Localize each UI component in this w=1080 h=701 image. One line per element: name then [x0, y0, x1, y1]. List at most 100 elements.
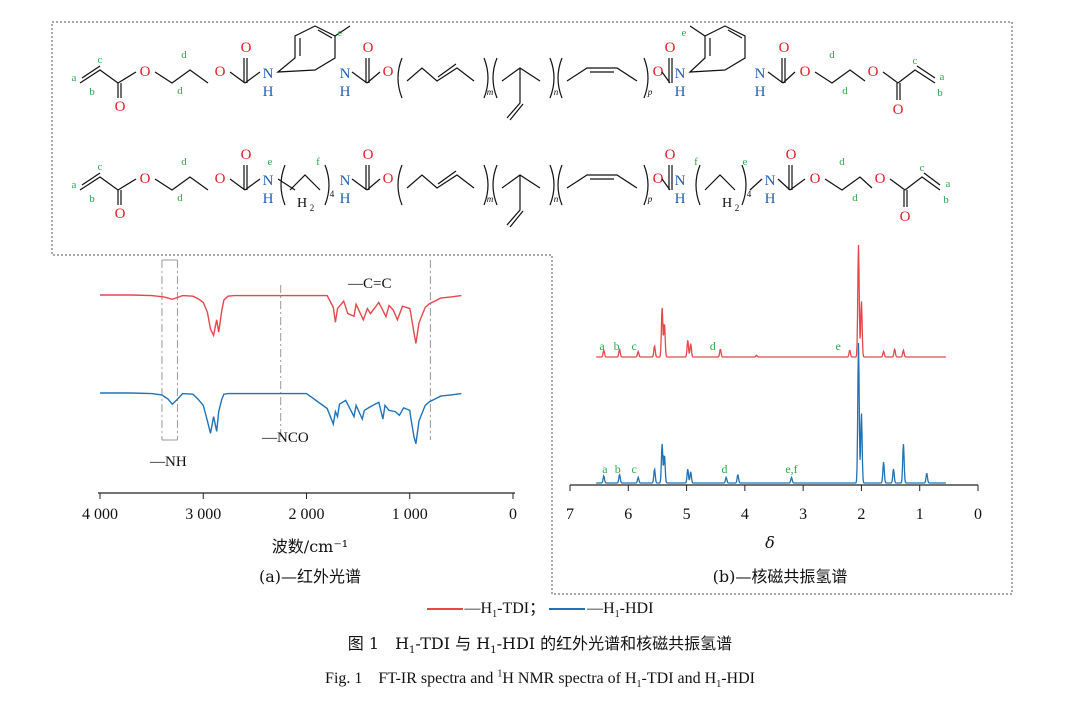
nmr-peak-label-hdi: c [631, 462, 636, 476]
carbonyl-o: O [115, 99, 126, 115]
nitrogen: N [263, 66, 274, 82]
h2-label: H [722, 196, 732, 211]
nmr-peak-label-tdi: a [599, 339, 605, 353]
carbonyl-o: O [900, 209, 911, 225]
pb-top-vinyl [492, 57, 555, 121]
nitrogen: N [263, 173, 274, 189]
label-d: d [839, 156, 845, 168]
label-c: c [98, 161, 103, 173]
label-d: d [852, 192, 858, 204]
nmr-peak-label-tdi: c [631, 339, 636, 353]
ethylene-bonds [824, 176, 873, 191]
nh-label: —NH [149, 454, 187, 470]
label-b: b [89, 193, 95, 205]
urethane-bonds [351, 58, 381, 84]
hydrogen: H [340, 84, 351, 100]
nitrogen: N [675, 66, 686, 82]
carbonyl-o: O [665, 40, 676, 56]
nitrogen: N [340, 66, 351, 82]
ester-bonds [117, 178, 137, 205]
ester-bonds [117, 71, 137, 98]
label-d: d [177, 192, 183, 204]
ethylene-bonds [814, 69, 866, 84]
benzene-ring [276, 25, 336, 73]
x-tick-label: 2 000 [289, 506, 325, 523]
x-tick-label: 3 [799, 506, 807, 523]
acrylate-bonds [889, 172, 941, 207]
pb-top-chain1 [406, 63, 475, 82]
pb-bottom-chain1 [406, 170, 475, 189]
label-a: a [72, 179, 77, 191]
nitrogen: N [675, 173, 686, 189]
nh-bracket [161, 259, 178, 441]
ester-o: O [140, 171, 151, 187]
urethane-bonds [229, 58, 261, 84]
urethane-carbonyl-o: O [241, 40, 252, 56]
pb-bottom-cis [557, 164, 649, 206]
bond [749, 178, 763, 191]
label-e: e [743, 156, 748, 168]
ethylene-bonds [154, 176, 209, 191]
urethane-o: O [215, 64, 226, 80]
sub-4: 4 [330, 189, 335, 199]
nitrogen: N [340, 173, 351, 189]
label-f: f [316, 156, 320, 168]
ester-o: O [875, 171, 886, 187]
label-d: d [829, 49, 835, 61]
nmr-subcaption: (b)—核磁共振氢谱 [712, 567, 848, 586]
label-e: e [268, 156, 273, 168]
ir-x-axis-title: 波数/cm⁻¹ [271, 537, 349, 556]
nmr-peak-label-hdi: b [615, 462, 621, 476]
legend-tdi: —H1-TDI； [426, 600, 550, 620]
urethane-bonds [661, 58, 673, 84]
urethane-o: O [215, 171, 226, 187]
label-c: c [920, 162, 925, 174]
nitrogen: N [755, 66, 766, 82]
carbonyl-o: O [363, 40, 374, 56]
acrylate-bonds [79, 65, 119, 84]
urethane-o: O [800, 64, 811, 80]
urethane-o: O [383, 171, 394, 187]
label-a: a [72, 72, 77, 84]
sub-4: 4 [747, 189, 752, 199]
x-tick-label: 5 [683, 506, 691, 523]
pb-top-paren [397, 57, 403, 99]
urethane-bonds [351, 165, 381, 191]
urethane-bonds [767, 58, 796, 84]
acrylate-bonds [79, 172, 119, 191]
urethane-carbonyl-o: O [241, 147, 252, 163]
legend: —H1-TDI； —H1-HDI [0, 594, 1080, 620]
label-c: c [913, 55, 918, 67]
carbonyl-o: O [363, 147, 374, 163]
label-d: d [181, 156, 187, 168]
label-b: b [937, 87, 943, 99]
h2-label: H [297, 196, 307, 211]
urethane-o: O [810, 171, 821, 187]
acrylate-bonds [882, 65, 936, 100]
sub-2: 2 [310, 203, 315, 213]
sub-m: m [487, 194, 494, 204]
urethane-bonds [777, 165, 806, 191]
ir-series-hdi [100, 392, 462, 444]
methyl-bond [334, 25, 351, 37]
ethylene-bonds [154, 69, 209, 84]
x-tick-label: 6 [624, 506, 632, 523]
hydrogen: H [263, 191, 274, 207]
x-tick-label: 2 [857, 506, 865, 523]
figure-caption-en: Fig. 1 FT-IR spectra and 1H NMR spectra … [325, 668, 755, 691]
nmr-peak-label-hdi: e,f [785, 462, 797, 476]
nmr-peak-label-tdi: d [710, 339, 716, 353]
sub-n: n [554, 87, 559, 97]
nmr-peak-label-hdi: a [602, 462, 608, 476]
carbonyl-o: O [779, 40, 790, 56]
x-tick-label: 1 000 [392, 506, 428, 523]
x-tick-label: 1 [916, 506, 924, 523]
nco-label: —NCO [261, 430, 309, 446]
x-tick-label: 3 000 [185, 506, 221, 523]
ir-spectrum-chart: 4 000 3 000 2 000 1 000 0 —NH —NCO —C=C [82, 259, 517, 523]
hydrogen: H [340, 191, 351, 207]
sub-p: p [647, 87, 653, 97]
label-f: f [694, 156, 698, 168]
label-b: b [89, 86, 95, 98]
